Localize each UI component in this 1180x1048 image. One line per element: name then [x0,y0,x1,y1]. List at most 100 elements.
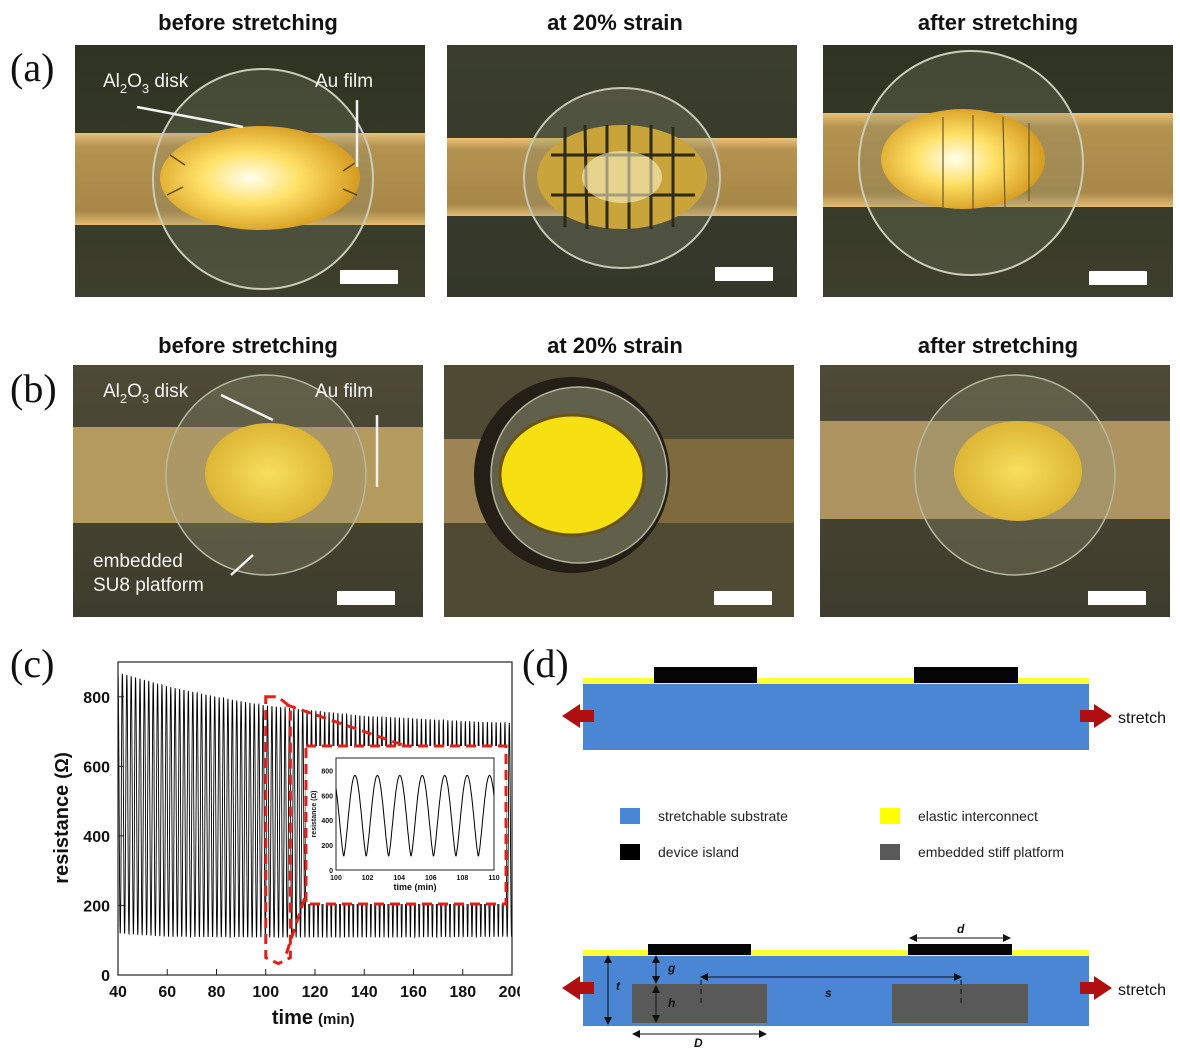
dim-h: h [668,996,675,1010]
row-b-title-strain: at 20% strain [547,333,683,358]
interconnect [583,678,1089,684]
x-tick-label: 40 [109,984,127,1001]
inset-y-axis-label: resistance (Ω) [311,791,318,838]
inset-x-tick-label: 102 [362,875,374,882]
stretch-label: stretch [1118,982,1166,999]
x-axis-unit: (min) [318,1011,355,1028]
y-tick-label: 800 [83,690,110,707]
stretch-arrow-right [1080,976,1112,1000]
schematic-plain: stretch [562,667,1166,750]
stretch-arrow-left [562,976,594,1000]
inset-y-tick-label: 600 [321,793,333,800]
y-tick-label: 0 [101,968,110,985]
panel-label-d: (d) [522,641,569,686]
highlight-window [264,695,292,966]
scale-bar [1089,271,1147,285]
inset-trace [335,774,495,857]
legend-label-island: device island [658,844,739,860]
stretch-arrow-left [562,704,594,728]
x-tick-label: 180 [449,984,476,1001]
y-tick-label: 200 [83,898,110,915]
micrograph-b-strain [444,365,794,617]
x-tick-label: 160 [400,984,427,1001]
device-island [908,944,1012,955]
inset-y-tick-label: 800 [321,768,333,775]
resistance-chart: 40 60 80 100 120 140 160 180 200 0 200 400 600 800 t… [51,661,520,1029]
dim-s: s [825,986,832,1000]
scale-bar [715,267,773,281]
inset-y-tick-label: 200 [321,843,333,850]
micrograph-b-before: Al2O3 disk Au film embedded SU8 platform [73,365,423,617]
panel-label-a: (a) [10,45,55,90]
x-tick-label: 100 [252,984,279,1001]
stretch-label: stretch [1118,710,1166,727]
inset-x-tick-label: 100 [330,875,342,882]
dim-g: g [667,961,676,975]
stiff-platform [632,984,767,1023]
inset-x-tick-label: 108 [457,875,469,882]
legend-label-interconnect: elastic interconnect [918,808,1038,824]
legend-swatch-island [620,844,640,860]
micrograph-b-after [820,365,1170,617]
legend-swatch-platform [880,844,900,860]
inset-x-axis-label: time (min) [393,882,436,892]
zoom-line-top [285,703,407,748]
inset-x-tick-label: 104 [393,875,405,882]
legend-label-platform: embedded stiff platform [918,844,1064,860]
x-axis-ticks: 40 60 80 100 120 140 160 180 200 [109,969,520,1001]
x-tick-label: 120 [302,984,329,1001]
dim-d: d [957,922,965,936]
scale-bar [340,270,398,284]
inset-x-tick-label: 110 [488,875,499,882]
inset-frame [304,744,508,906]
y-axis-unit: (Ω) [52,752,72,778]
row-a-title-before: before stretching [158,10,338,35]
panel-label-c: (c) [10,641,55,686]
substrate [583,683,1089,750]
scale-bar [714,591,772,605]
micrograph-a-after [823,45,1173,297]
device-island [914,667,1018,683]
scale-bar [1088,591,1146,605]
label-au-film-a: Au film [315,71,373,92]
micrograph-a-strain [447,45,797,297]
label-embedded: embedded [93,551,183,572]
stretch-arrow-right [1080,704,1112,728]
row-b-title-after: after stretching [917,333,1079,358]
y-tick-label: 600 [83,759,110,776]
x-axis-label: time [272,1007,313,1029]
x-tick-label: 140 [351,984,378,1001]
interconnect [583,950,1089,956]
inset-plot-frame [335,757,495,871]
device-island [654,667,757,683]
legend-swatch-interconnect [880,808,900,824]
dim-t: t [616,979,621,993]
panel-label-b: (b) [10,366,57,411]
y-tick-label: 400 [83,829,110,846]
inset-y-tick-label: 0 [329,868,333,875]
legend-swatch-substrate [620,808,640,824]
x-tick-label: 60 [158,984,176,1001]
inset-x-tick-label: 106 [425,875,437,882]
x-tick-label: 200 [499,984,520,1001]
stiff-platform [892,984,1028,1023]
scale-bar [337,591,395,605]
x-tick-label: 80 [208,984,226,1001]
schematic-embedded: d s t g h D stretch [562,922,1166,1048]
zoom-line-bottom [284,893,308,955]
micrograph-a-before: Al2O3 disk Au film [75,45,425,297]
svg-text:resistance(Ω): resistance (Ω) [51,752,73,883]
label-su8-platform: SU8 platform [93,575,204,596]
zoom-highlight [264,695,407,966]
row-a-title-strain: at 20% strain [547,10,683,35]
device-island [648,944,751,955]
y-axis-label: resistance [51,785,73,884]
inset-chart: 100 102 104 106 108 110 0 200 400 600 800 time (min… [304,744,508,906]
row-b-title-before: before stretching [158,333,338,358]
legend-label-substrate: stretchable substrate [658,808,788,824]
y-axis-ticks: 0 200 400 600 800 [83,690,124,985]
label-au-film-b: Au film [315,381,373,402]
row-a-title-after: after stretching [917,10,1079,35]
schematic-diagram: stretch stretchable substrate elastic in… [562,667,1166,1048]
inset-y-tick-label: 400 [321,818,333,825]
